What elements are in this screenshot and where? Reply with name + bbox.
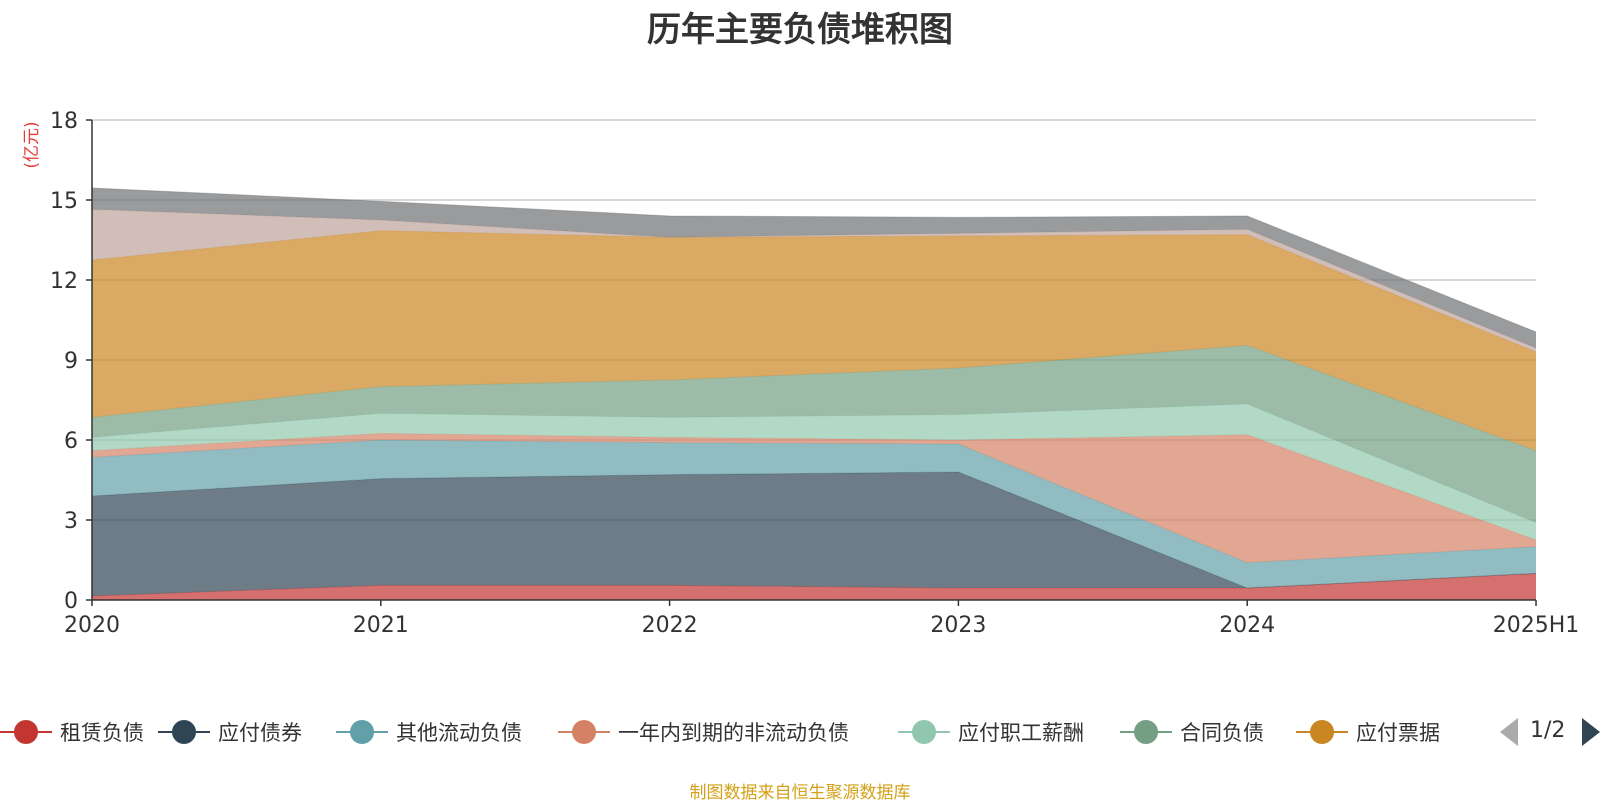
- x-tick-label: 2020: [64, 613, 120, 638]
- legend-marker-icon: [1120, 712, 1172, 752]
- y-tick-label: 15: [50, 189, 78, 214]
- y-tick-label: 0: [64, 589, 78, 614]
- area-series-line-8: [91, 187, 1537, 333]
- legend-label: 合同负债: [1180, 721, 1264, 745]
- legend-item[interactable]: 应付职工薪酬: [898, 712, 1084, 752]
- legend-prev-page-icon[interactable]: [1500, 718, 1518, 746]
- y-tick-label: 6: [64, 429, 78, 454]
- legend-marker-icon: [0, 712, 52, 752]
- legend-label: 一年内到期的非流动负债: [618, 721, 849, 745]
- legend-label: 其他流动负债: [396, 721, 522, 745]
- axes: 0 3 6 9 12 15 18 2020 2021 2022 2023 2024 2025H1: [50, 109, 1579, 638]
- legend-label: 应付债券: [218, 721, 302, 745]
- area-series-1: [92, 472, 1536, 596]
- legend-item[interactable]: 租赁负债: [0, 712, 144, 752]
- x-tick-label: 2023: [930, 613, 986, 638]
- chart-title: 历年主要负债堆积图: [647, 10, 953, 50]
- legend-item[interactable]: 应付债券: [158, 712, 302, 752]
- x-tick-label: 2021: [353, 613, 409, 638]
- legend-page-indicator: 1/2: [1530, 718, 1566, 743]
- area-series-0: [92, 573, 1536, 600]
- area-series: [91, 187, 1537, 600]
- source-note: 制图数据来自恒生聚源数据库: [689, 783, 911, 803]
- legend-marker-icon: [158, 712, 210, 752]
- area-series-2: [92, 440, 1536, 588]
- legend-item[interactable]: 合同负债: [1120, 712, 1264, 752]
- legend-marker-icon: [558, 712, 610, 752]
- area-series-8: [92, 188, 1536, 348]
- y-axis-label: (亿元): [22, 121, 42, 168]
- area-series-3: [92, 433, 1536, 563]
- legend: 租赁负债 应付债券 其他流动负债 一年内到期的非流动负债 应付职工薪酬 合同负债 应付票据 …: [0, 712, 1600, 752]
- y-tick-label: 18: [50, 109, 78, 134]
- y-tick-label: 3: [64, 509, 78, 534]
- x-tick-label: 2025H1: [1493, 613, 1580, 638]
- area-series-4: [92, 404, 1536, 540]
- y-tick-label: 9: [64, 349, 78, 374]
- area-series-7: [92, 209, 1536, 352]
- x-tick-label: 2022: [642, 613, 698, 638]
- legend-item[interactable]: 应付票据: [1296, 712, 1440, 752]
- legend-next-page-icon[interactable]: [1582, 718, 1600, 746]
- legend-marker-icon: [1296, 712, 1348, 752]
- legend-item[interactable]: 一年内到期的非流动负债: [558, 712, 849, 752]
- legend-label: 租赁负债: [60, 721, 144, 745]
- area-series-5: [92, 345, 1536, 523]
- legend-label: 应付票据: [1356, 721, 1440, 745]
- legend-label: 应付职工薪酬: [958, 721, 1084, 745]
- legend-pager: 1/2: [1500, 712, 1600, 752]
- x-tick-label: 2024: [1219, 613, 1275, 638]
- legend-item[interactable]: 其他流动负债: [336, 712, 522, 752]
- area-series-6: [92, 230, 1536, 451]
- y-tick-label: 12: [50, 269, 78, 294]
- legend-marker-icon: [336, 712, 388, 752]
- legend-marker-icon: [898, 712, 950, 752]
